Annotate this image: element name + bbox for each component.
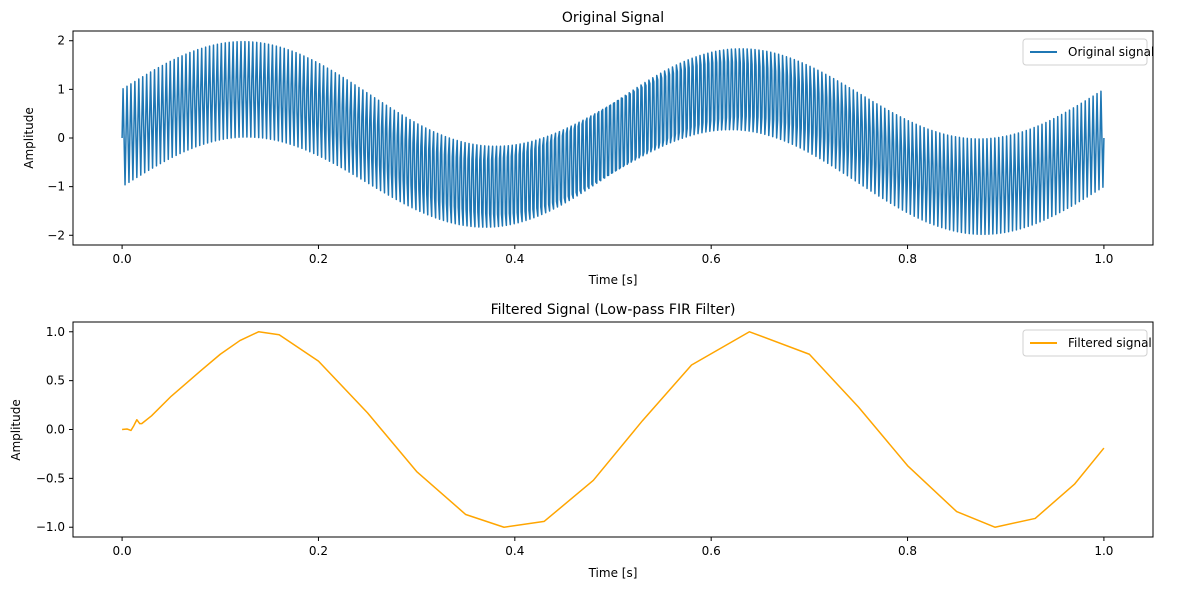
series-line-filtered xyxy=(122,331,1105,528)
y-tick-label-filtered: 0.5 xyxy=(46,374,65,388)
x-tick-label-filtered: 0.2 xyxy=(309,544,328,558)
y-tick-label-original: −2 xyxy=(47,228,65,242)
legend-box-filtered xyxy=(1022,329,1148,357)
y-tick-label-filtered: 1.0 xyxy=(46,325,65,339)
series-line-original xyxy=(121,40,1105,236)
legend-filtered: Filtered signal xyxy=(1022,329,1152,357)
plot-area-filtered xyxy=(73,322,1153,537)
chart-title-original: Original Signal xyxy=(562,10,664,26)
x-tick-label-original: 0.0 xyxy=(113,252,132,266)
x-tick-label-filtered: 0.8 xyxy=(898,544,917,558)
tick-group-filtered: 0.0 0.2 0.4 0.6 0.8 1.0 −1.0 −0.5 0.0 0.5 1.0 xyxy=(36,325,1114,558)
plot-frame-original xyxy=(72,30,1154,246)
panel-filtered: 0.0 0.2 0.4 0.6 0.8 1.0 −1.0 −0.5 0.0 0.5 1.0 Filt… xyxy=(9,302,1154,580)
x-tick-label-filtered: 0.0 xyxy=(113,544,132,558)
y-tick-label-filtered: 0.0 xyxy=(46,423,65,437)
y-tick-label-original: 0 xyxy=(57,131,65,145)
chart-title-filtered: Filtered Signal (Low-pass FIR Filter) xyxy=(491,302,736,318)
panel-original: 0.0 0.2 0.4 0.6 0.8 1.0 −2 −1 0 1 2 Original Signa… xyxy=(22,10,1154,287)
y-tick-label-filtered: −1.0 xyxy=(36,520,65,534)
tick-group-original: 0.0 0.2 0.4 0.6 0.8 1.0 −2 −1 0 1 2 xyxy=(47,34,1113,266)
legend-original: Original signal xyxy=(1022,38,1154,66)
series-group-original xyxy=(121,40,1105,236)
legend-box-original xyxy=(1022,38,1148,66)
x-tick-label-original: 0.6 xyxy=(702,252,721,266)
y-tick-label-filtered: −0.5 xyxy=(36,471,65,485)
y-axis-label-original: Amplitude xyxy=(22,107,36,169)
x-tick-label-filtered: 0.6 xyxy=(702,544,721,558)
legend-label-original: Original signal xyxy=(1068,45,1154,59)
x-tick-label-filtered: 1.0 xyxy=(1094,544,1113,558)
x-axis-label-filtered: Time [s] xyxy=(588,566,638,580)
x-axis-label-original: Time [s] xyxy=(588,273,638,287)
y-tick-label-original: 1 xyxy=(57,82,65,96)
y-tick-label-original: 2 xyxy=(57,34,65,48)
x-tick-label-original: 0.8 xyxy=(898,252,917,266)
x-tick-label-filtered: 0.4 xyxy=(505,544,524,558)
legend-label-filtered: Filtered signal xyxy=(1068,336,1152,350)
y-tick-label-original: −1 xyxy=(47,180,65,194)
y-axis-label-filtered: Amplitude xyxy=(9,399,23,461)
x-tick-label-original: 1.0 xyxy=(1094,252,1113,266)
x-tick-label-original: 0.2 xyxy=(309,252,328,266)
x-tick-label-original: 0.4 xyxy=(505,252,524,266)
series-group-filtered xyxy=(122,331,1105,528)
plot-frame-filtered xyxy=(72,321,1154,538)
